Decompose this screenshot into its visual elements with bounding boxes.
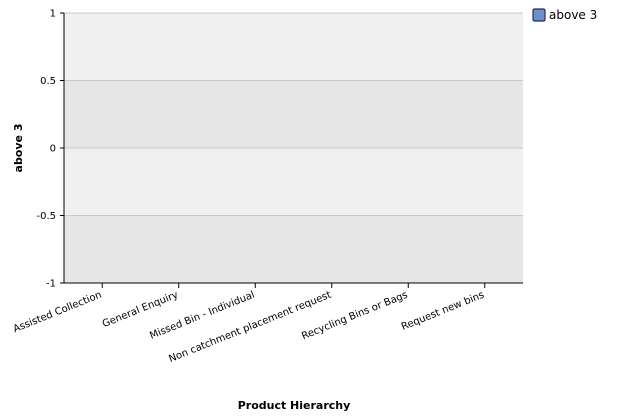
legend: above 3 (532, 8, 597, 22)
y-tick-label: 1 (50, 9, 56, 20)
x-axis-title: Product Hierarchy (238, 399, 351, 412)
y-axis-title: above 3 (12, 124, 25, 173)
x-tick-label: Request new bins (400, 290, 486, 333)
y-tick-label: 0.5 (40, 76, 56, 87)
y-axis-ticks: 1 0.5 0 -0.5 -1 (36, 9, 64, 290)
plot-band (64, 148, 523, 216)
plot-band (64, 215, 523, 283)
plot-background (64, 13, 523, 283)
plot-band (64, 13, 523, 81)
x-tick-label: Assisted Collection (12, 290, 104, 336)
legend-swatch (532, 8, 546, 22)
y-tick-label: 0 (50, 144, 56, 155)
y-tick-label: -1 (46, 279, 56, 290)
legend-label: above 3 (549, 8, 597, 22)
gridlines (64, 12, 523, 216)
y-tick-label: -0.5 (36, 211, 56, 222)
plot-band (64, 80, 523, 148)
